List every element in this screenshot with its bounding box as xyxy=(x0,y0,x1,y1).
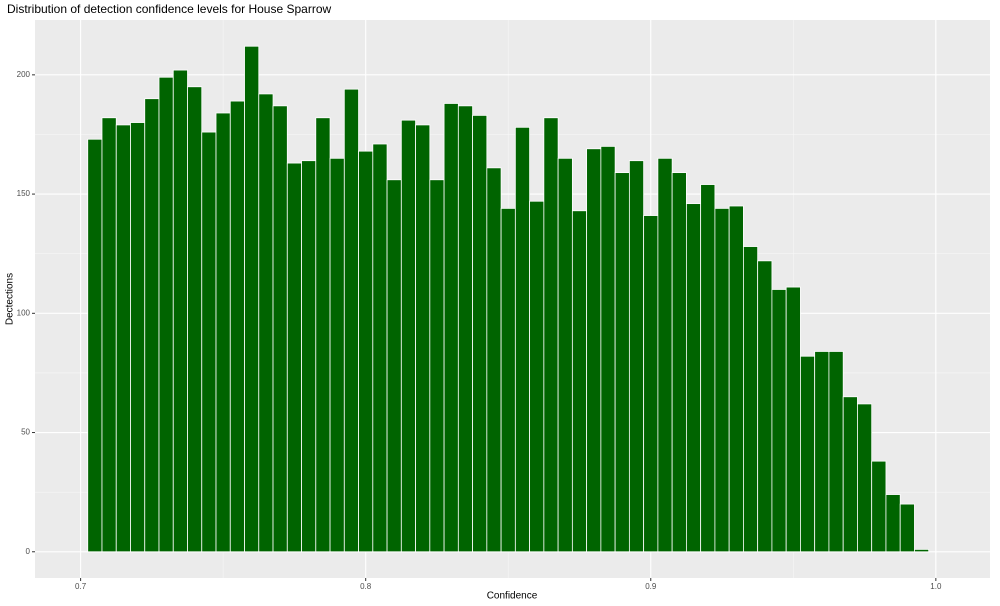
x-tick-label: 1.0 xyxy=(930,582,942,591)
y-tick-label: 0 xyxy=(26,547,31,556)
bar xyxy=(885,494,901,553)
bar xyxy=(914,548,930,553)
bar xyxy=(130,122,146,553)
bar xyxy=(244,45,260,553)
bar xyxy=(315,117,331,553)
bar xyxy=(286,162,302,553)
bar xyxy=(158,76,174,553)
y-axis-label: Dectections xyxy=(5,273,16,325)
bar xyxy=(529,200,545,553)
bar xyxy=(172,69,188,553)
bar xyxy=(144,98,160,553)
bar xyxy=(272,105,288,553)
bar xyxy=(429,179,445,553)
bar xyxy=(343,88,359,553)
bar xyxy=(486,167,502,553)
bar xyxy=(857,403,873,553)
bar xyxy=(628,160,645,553)
bar xyxy=(400,119,416,553)
bar xyxy=(785,286,801,553)
chart-title: Distribution of detection confidence lev… xyxy=(7,2,332,16)
x-tick-label: 0.8 xyxy=(360,582,372,591)
bar xyxy=(828,351,844,553)
bar xyxy=(386,179,402,553)
bar xyxy=(899,503,915,553)
y-tick-label: 150 xyxy=(17,189,31,198)
bar xyxy=(671,172,687,553)
bar xyxy=(443,103,459,553)
y-tick-label: 100 xyxy=(17,308,31,317)
bar xyxy=(187,86,203,553)
bar xyxy=(871,460,887,553)
bar xyxy=(329,157,345,553)
bar xyxy=(472,114,488,553)
x-tick-label: 0.7 xyxy=(75,582,87,591)
bar xyxy=(372,143,388,553)
bar xyxy=(600,145,616,553)
bar xyxy=(842,396,858,553)
bar xyxy=(101,117,117,553)
bar xyxy=(643,215,659,553)
bar xyxy=(87,138,103,553)
bar xyxy=(358,150,374,553)
bar xyxy=(685,203,702,553)
x-axis-label: Confidence xyxy=(487,591,538,602)
bar xyxy=(757,260,773,553)
bar xyxy=(700,184,716,553)
bar xyxy=(229,100,245,553)
bar xyxy=(728,205,744,553)
bar xyxy=(514,126,531,553)
bar xyxy=(215,112,231,553)
bar xyxy=(115,124,131,553)
bar xyxy=(614,172,630,553)
bar xyxy=(258,93,274,553)
bar xyxy=(657,157,673,553)
bar xyxy=(586,148,602,553)
bar xyxy=(743,246,759,553)
bar xyxy=(571,210,588,553)
x-tick-label: 0.9 xyxy=(645,582,657,591)
bar xyxy=(500,207,516,553)
bar xyxy=(301,160,317,553)
bar xyxy=(800,355,816,553)
bar xyxy=(457,105,473,553)
bar xyxy=(814,351,830,553)
bar xyxy=(771,289,787,553)
y-tick-label: 50 xyxy=(21,428,30,437)
bar xyxy=(543,117,559,553)
bar xyxy=(714,207,730,553)
bar xyxy=(557,157,573,553)
bar xyxy=(415,124,431,553)
bar xyxy=(201,131,217,553)
y-tick-label: 200 xyxy=(17,70,31,79)
